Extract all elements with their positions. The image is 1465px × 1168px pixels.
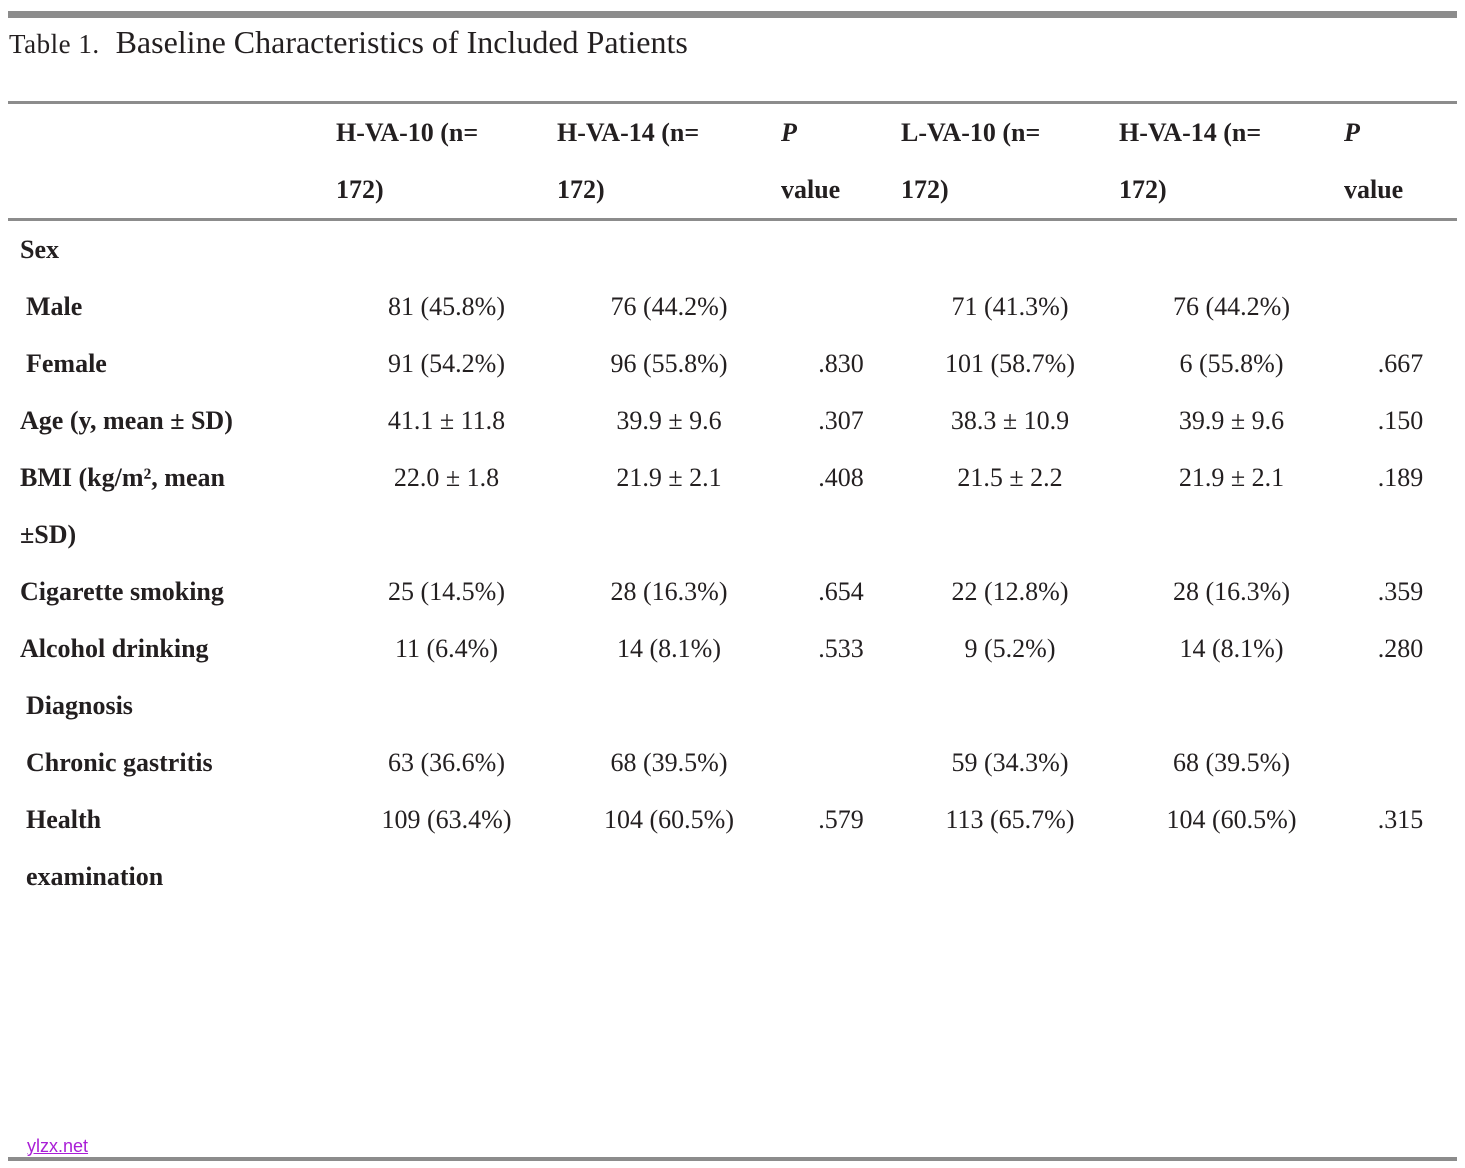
cell-value: 76 (44.2%) <box>610 292 728 321</box>
cell-value: 28 (16.3%) <box>610 577 728 606</box>
table-row: Age (y, mean ± SD) 41.1 ± 11.8 39.9 ± 9.6.… <box>8 392 1457 449</box>
row-label: Diagnosis <box>26 691 133 720</box>
cell-value: .830 <box>818 349 864 378</box>
cell-value <box>336 220 557 279</box>
cell-value: 81 (45.8%) <box>388 292 505 321</box>
cell-value <box>781 278 901 335</box>
cell-value: 38.3 ± 10.9 <box>950 406 1070 435</box>
baseline-characteristics-table: H-VA-10 (n= 172) H-VA-14 (n= 172) P valu… <box>8 104 1457 905</box>
row-label: BMI (kg/m², mean ±SD) <box>20 463 225 549</box>
header-characteristic-blank <box>8 104 336 221</box>
cell-value <box>1119 677 1344 734</box>
cell-value: 21.9 ± 2.1 <box>1178 463 1285 492</box>
cell-value: .359 <box>1377 577 1424 606</box>
table-row: Male 81 (45.8%) 76 (44.2%) 71 (41.3%) 76 (44… <box>8 278 1457 335</box>
cell-value: 63 (36.6%) <box>388 748 505 777</box>
cell-value: .189 <box>1377 463 1424 492</box>
cell-value: .533 <box>818 634 864 663</box>
table-row: Chronic gastritis 63 (36.6%) 68 (39.5%) 59 … <box>8 734 1457 791</box>
header-p-value-2: P value <box>1344 104 1457 221</box>
cell-value: 9 (5.2%) <box>964 634 1056 663</box>
cell-value <box>901 677 1119 734</box>
title-rule-divider <box>8 101 1457 104</box>
table-title: Table 1. Baseline Characteristics of Inc… <box>9 24 688 61</box>
cell-value: 96 (55.8%) <box>610 349 728 378</box>
header-h-va-14-2: H-VA-14 (n= 172) <box>1119 104 1344 221</box>
cell-value: .280 <box>1377 634 1424 663</box>
cell-value: 21.9 ± 2.1 <box>616 463 722 492</box>
cell-value: 25 (14.5%) <box>388 577 505 606</box>
cell-value: 104 (60.5%) <box>1166 805 1297 834</box>
top-rule-divider <box>8 11 1457 18</box>
cell-value: 22.0 ± 1.8 <box>393 463 500 492</box>
cell-value <box>901 220 1119 279</box>
row-label: Female <box>26 349 107 378</box>
cell-value: 41.1 ± 11.8 <box>387 406 506 435</box>
cell-value: 109 (63.4%) <box>381 805 512 834</box>
row-label: Age (y, mean ± SD) <box>20 406 233 435</box>
header-h-va-14: H-VA-14 (n= 172) <box>557 104 781 221</box>
cell-value <box>781 734 901 791</box>
cell-value: 39.9 ± 9.6 <box>1178 406 1285 435</box>
header-row: H-VA-10 (n= 172) H-VA-14 (n= 172) P valu… <box>8 104 1457 221</box>
cell-value <box>1344 278 1457 335</box>
cell-value <box>781 220 901 279</box>
cell-value: .408 <box>818 463 864 492</box>
cell-value <box>1344 734 1457 791</box>
cell-value: 28 (16.3%) <box>1173 577 1290 606</box>
table-body: Sex Male 81 (45.8%) 76 (44.2%) 71 (41.3%) 76 … <box>8 220 1457 906</box>
row-label: Cigarette smoking <box>20 577 224 606</box>
table-row: Diagnosis <box>8 677 1457 734</box>
cell-value: .667 <box>1377 349 1424 378</box>
bottom-rule-divider <box>8 1157 1457 1161</box>
cell-value: 104 (60.5%) <box>604 805 734 834</box>
cell-value <box>1119 220 1344 279</box>
header-h-va-10: H-VA-10 (n= 172) <box>336 104 557 221</box>
cell-value: 76 (44.2%) <box>1173 292 1290 321</box>
cell-value: 14 (8.1%) <box>1179 634 1284 663</box>
watermark-link[interactable]: ylzx.net <box>27 1136 89 1156</box>
cell-value: 68 (39.5%) <box>610 748 728 777</box>
header-l-va-10: L-VA-10 (n= 172) <box>901 104 1119 221</box>
cell-value: 101 (58.7%) <box>945 349 1075 378</box>
row-label: Male <box>26 292 83 321</box>
cell-value: 68 (39.5%) <box>1173 748 1290 777</box>
table-row: Health examination 109 (63.4%) 104 (60.5%)… <box>8 791 1457 905</box>
cell-value: .315 <box>1377 805 1424 834</box>
header-p-value-1: P value <box>781 104 901 221</box>
cell-value: .579 <box>818 805 864 834</box>
row-label: Sex <box>20 235 59 264</box>
cell-value <box>336 677 557 734</box>
cell-value: 39.9 ± 9.6 <box>616 406 722 435</box>
table-row: Alcohol drinking 11 (6.4%) 14 (8.1%) .533 9 … <box>8 620 1457 677</box>
cell-value: 91 (54.2%) <box>388 349 505 378</box>
table-row: Sex <box>8 220 1457 279</box>
cell-value <box>557 677 781 734</box>
table-title-text: Baseline Characteristics of Included Pat… <box>115 24 688 60</box>
cell-value: 11 (6.4%) <box>394 634 498 663</box>
cell-value: .654 <box>818 577 864 606</box>
table-number-label: Table 1. <box>9 29 100 59</box>
cell-value <box>557 220 781 279</box>
cell-value: 59 (34.3%) <box>951 748 1069 777</box>
cell-value: 22 (12.8%) <box>951 577 1069 606</box>
cell-value <box>1344 677 1457 734</box>
cell-value: 14 (8.1%) <box>617 634 721 663</box>
row-label: Chronic gastritis <box>26 748 213 777</box>
cell-value: .307 <box>818 406 864 435</box>
cell-value: 71 (41.3%) <box>951 292 1069 321</box>
cell-value <box>1344 220 1457 279</box>
table-row: Cigarette smoking 25 (14.5%) 28 (16.3%) .65… <box>8 563 1457 620</box>
cell-value: 6 (55.8%) <box>1179 349 1284 378</box>
table-row: Female 91 (54.2%) 96 (55.8%) .830 101 (58.7%… <box>8 335 1457 392</box>
row-label: Alcohol drinking <box>20 634 209 663</box>
cell-value: 113 (65.7%) <box>945 805 1075 834</box>
table-row: BMI (kg/m², mean ±SD) 22.0 ± 1.8 21.9 ± 2.… <box>8 449 1457 563</box>
cell-value: 21.5 ± 2.2 <box>957 463 1063 492</box>
cell-value: .150 <box>1377 406 1424 435</box>
cell-value <box>781 677 901 734</box>
row-label: Health examination <box>26 805 164 891</box>
